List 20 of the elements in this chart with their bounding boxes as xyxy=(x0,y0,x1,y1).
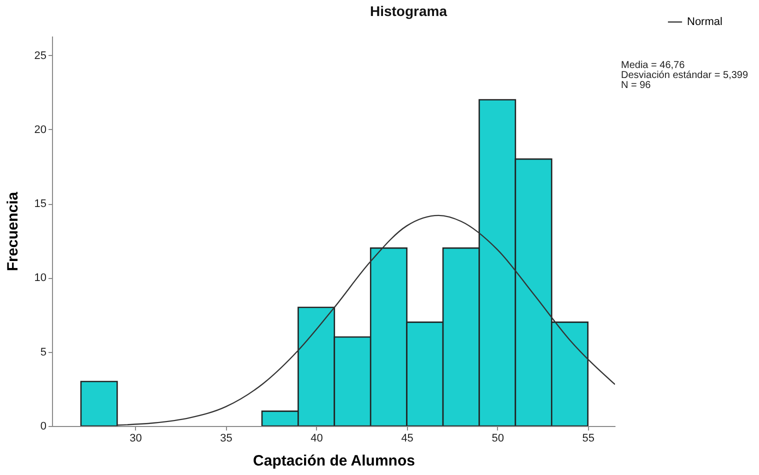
y-tick-label: 20 xyxy=(34,124,46,136)
x-tick-label: 40 xyxy=(310,432,323,444)
y-tick-label: 0 xyxy=(40,420,46,432)
text: Desviación estándar = 5,399 xyxy=(621,70,748,81)
x-tick-label: 30 xyxy=(130,432,142,444)
y-tick-label: 25 xyxy=(34,50,46,62)
y-tick-label: 15 xyxy=(34,198,46,210)
x-tick-label: 55 xyxy=(582,432,594,444)
text: Media = 46,76 xyxy=(621,60,686,71)
x-axis-title: Captación de Alumnos xyxy=(253,452,415,470)
line-series xyxy=(116,214,615,426)
y-axis-title: Frecuencia xyxy=(4,191,22,272)
text: N = 96 xyxy=(621,80,652,91)
y-tick-label: 10 xyxy=(34,272,46,284)
x-tick-label: 35 xyxy=(220,432,232,444)
legend-label: Normal xyxy=(687,16,722,28)
x-tick-label: 50 xyxy=(492,432,504,444)
chart-title: Histograma xyxy=(370,3,448,19)
x-tick-label: 45 xyxy=(401,432,414,444)
y-tick-label: 5 xyxy=(40,346,46,358)
